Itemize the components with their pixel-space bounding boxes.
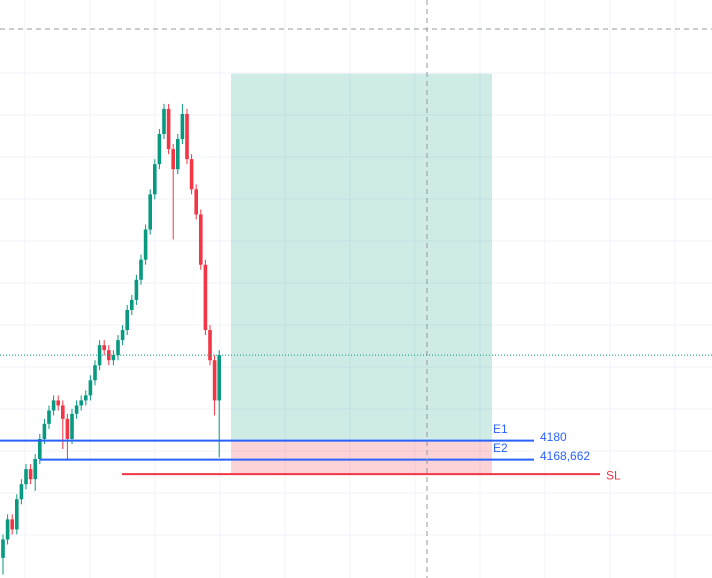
candle-body	[38, 438, 42, 460]
candle-body	[120, 330, 125, 341]
candle-body	[171, 149, 175, 170]
candle-body	[102, 345, 106, 351]
candle-body	[61, 405, 65, 419]
candle-body	[208, 330, 212, 361]
candle-body	[157, 134, 162, 165]
candle-body	[134, 279, 139, 300]
candle-body	[56, 400, 60, 406]
candle-body	[166, 108, 171, 150]
candle-body	[1, 539, 5, 558]
candle-body	[15, 499, 19, 530]
candle-body	[148, 194, 152, 230]
plot: E1 4180 E2 4168,662 SL	[0, 73, 712, 575]
level-name: E1	[493, 422, 508, 436]
candle-body	[79, 400, 83, 406]
candle-body	[5, 519, 10, 540]
candle-body	[33, 459, 37, 480]
candle-body	[10, 519, 14, 530]
candle-body	[88, 380, 93, 396]
level-name: E2	[493, 441, 508, 455]
profit-zone	[231, 73, 492, 441]
candle-body	[139, 259, 143, 280]
loss-zone	[231, 440, 492, 475]
candle-body	[28, 469, 33, 480]
candle-body	[116, 340, 120, 356]
candle-body	[143, 229, 148, 260]
candle-body	[130, 299, 134, 310]
candle-body	[203, 264, 208, 331]
candle-body	[153, 164, 157, 195]
candle-body	[111, 355, 116, 361]
candle-body	[51, 400, 56, 411]
candle-body	[84, 395, 88, 401]
level-value: 4180	[540, 430, 567, 444]
candle-body	[185, 113, 189, 160]
candle-body	[176, 139, 180, 170]
level-value: 4168,662	[540, 449, 590, 463]
candle-body	[24, 469, 28, 485]
candle-body	[189, 159, 194, 190]
candle-body	[70, 413, 74, 439]
candle-body	[93, 365, 97, 381]
candle-body	[162, 108, 166, 135]
candle-body	[180, 113, 185, 140]
candle-body	[194, 189, 198, 215]
candle-body	[125, 309, 129, 331]
candle-body	[217, 355, 221, 401]
level-name: SL	[606, 468, 621, 482]
candle-body	[47, 410, 51, 424]
candle-body	[42, 423, 47, 439]
candle-body	[19, 484, 24, 500]
candle-body	[199, 214, 203, 265]
candle-body	[212, 360, 217, 401]
candle-body	[65, 418, 70, 439]
candle-body	[74, 405, 79, 414]
